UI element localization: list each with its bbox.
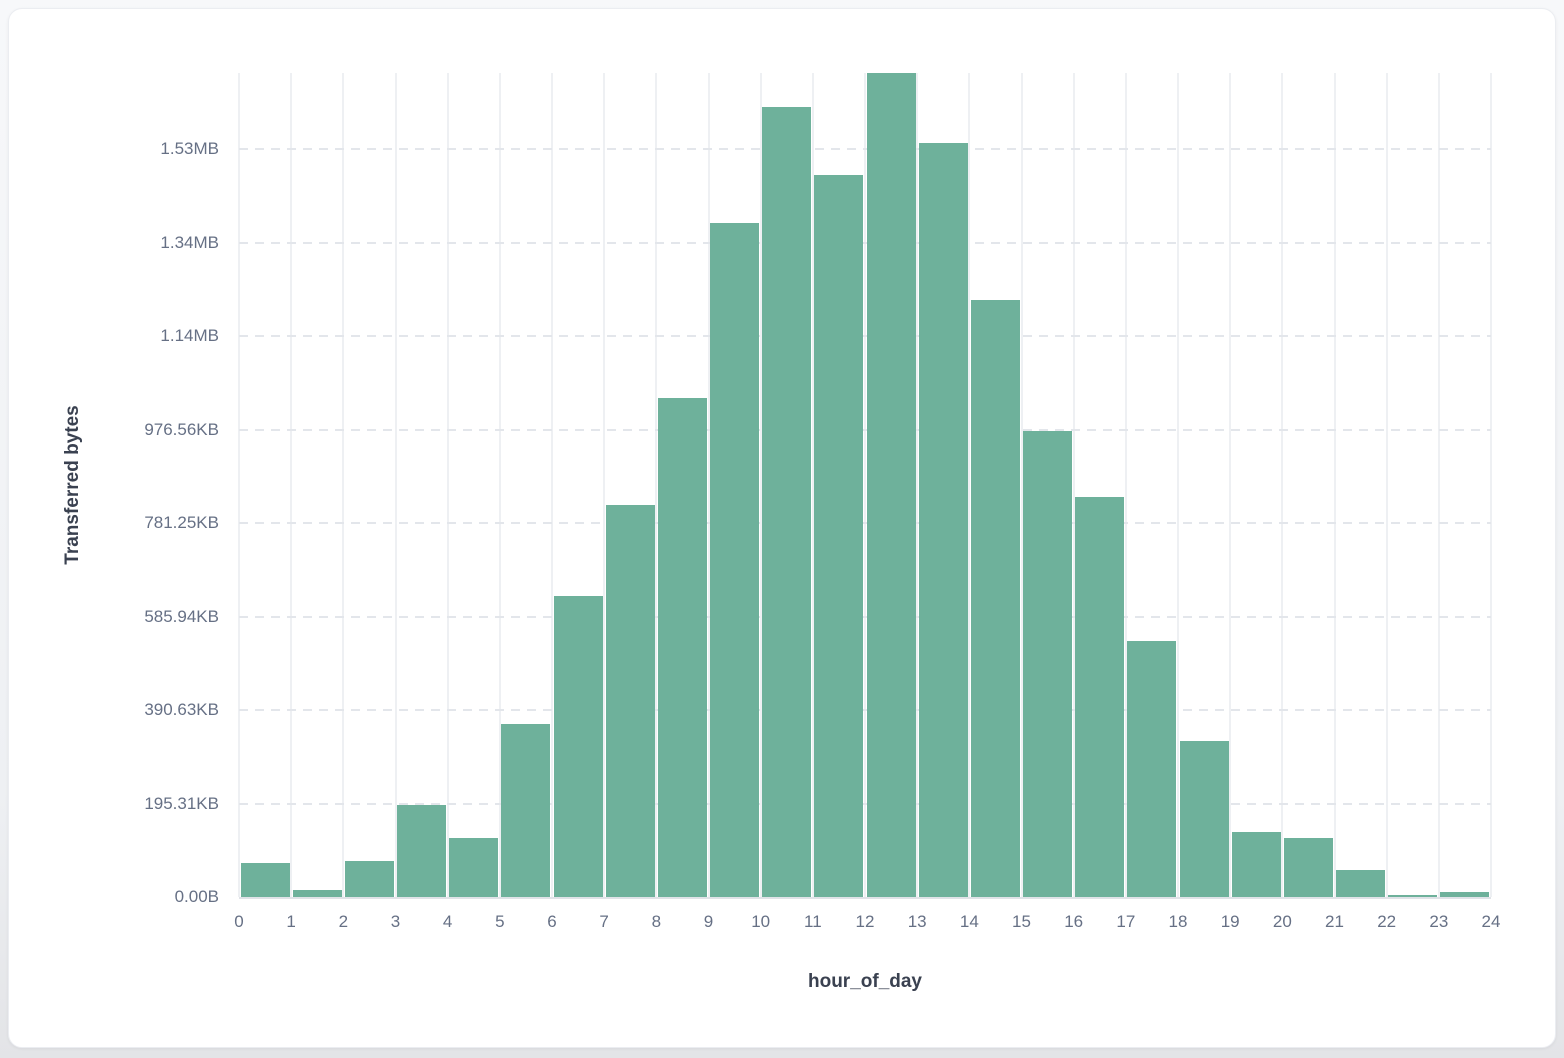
x-axis-tick-label: 7 [599,912,609,931]
vertical-gridline [1437,73,1440,897]
bar-hour-17[interactable] [1127,640,1177,897]
vertical-gridline [864,73,866,897]
x-axis-tick-label: 11 [804,912,822,931]
vertical-gridline [551,73,553,897]
vertical-gridline [1072,73,1075,897]
x-axis-tick-label: 24 [1481,912,1501,931]
x-axis-tick-label: 10 [751,912,771,931]
y-axis-tick-label: 0.00B [174,887,219,906]
horizontal-gridline [239,802,1491,805]
bar-hour-12[interactable] [866,73,916,897]
y-axis-tick-label: 195.31KB [144,793,219,813]
vertical-gridline [1229,73,1232,897]
vertical-gridline [446,73,449,897]
bar-hour-6[interactable] [553,595,603,897]
x-axis-tick-label: 17 [1116,912,1136,931]
y-axis-tick-label: 585.94KB [144,606,219,626]
bar-hour-18[interactable] [1179,740,1229,897]
bar-hour-15[interactable] [1023,431,1073,897]
bar-hour-4[interactable] [449,838,499,897]
x-axis-tick-label: 2 [338,912,349,931]
x-axis-tick-label: 5 [495,912,505,931]
horizontal-gridline [239,709,1491,711]
x-axis-tick-label: 9 [703,912,714,931]
bar-hour-1[interactable] [292,889,342,897]
horizontal-gridline [239,241,1491,244]
horizontal-gridline [239,148,1491,151]
bar-hour-20[interactable] [1283,838,1333,897]
vertical-gridline [707,73,710,897]
y-axis-tick-label: 390.63KB [144,700,219,719]
vertical-gridline [342,73,345,897]
bar-hour-22[interactable] [1388,895,1438,897]
vertical-gridline [603,73,606,897]
vertical-gridline [759,73,762,897]
x-axis-tick-label: 22 [1377,912,1397,931]
horizontal-gridline [239,428,1491,431]
vertical-gridline [655,73,658,897]
x-axis-tick-label: 0 [234,912,244,931]
y-axis-tick-label: 1.14MB [160,326,219,346]
vertical-gridline [916,73,919,897]
bar-hour-7[interactable] [605,504,655,897]
bar-hour-21[interactable] [1336,870,1386,897]
vertical-gridline [1020,73,1023,897]
bar-hour-3[interactable] [397,805,447,897]
horizontal-gridline [239,615,1491,618]
vertical-gridline [1385,73,1388,897]
bar-hour-16[interactable] [1075,496,1125,897]
vertical-gridline [498,73,501,897]
vertical-gridline [1490,73,1492,897]
vertical-gridline [1124,73,1127,897]
horizontal-gridline [239,522,1491,525]
bar-hour-5[interactable] [501,724,551,897]
bar-hour-11[interactable] [814,175,864,897]
vertical-gridline [238,73,240,897]
vertical-gridline [1281,73,1284,897]
bar-hour-13[interactable] [918,143,968,897]
y-axis-tick-label: 781.25KB [144,513,219,533]
vertical-gridline [394,73,397,897]
bar-hour-19[interactable] [1231,831,1281,897]
bar-hour-0[interactable] [240,863,290,897]
vertical-gridline [290,73,293,897]
vertical-gridline [1177,73,1179,897]
bar-hour-9[interactable] [710,223,760,897]
x-axis-tick-label: 15 [1012,912,1031,931]
x-axis-tick-label: 1 [286,912,296,931]
vertical-gridline [811,73,814,897]
x-axis-tick-label: 8 [651,912,662,931]
x-axis-tick-label: 16 [1064,912,1084,931]
x-axis-tick-label: 20 [1272,912,1292,931]
x-axis-tick-label: 23 [1429,912,1449,931]
x-axis-tick-label: 6 [547,912,557,931]
chart-card: Transferred bytes 0.00B 195.31KB 390.63KB 5… [8,8,1556,1048]
vertical-gridline [968,73,971,897]
x-axis-tick-label: 3 [390,912,401,931]
x-axis-tick-label: 12 [855,912,875,931]
bar-hour-2[interactable] [344,861,394,897]
horizontal-gridline [239,335,1491,338]
x-axis-tick-label: 18 [1168,912,1188,931]
vertical-gridline [1333,73,1336,897]
bar-hour-23[interactable] [1440,892,1490,897]
bar-hour-14[interactable] [970,300,1020,897]
x-axis-tick-label: 4 [442,912,453,931]
x-axis-tick-label: 21 [1325,912,1344,931]
x-axis-tick-label: 13 [907,912,927,931]
bar-hour-10[interactable] [762,107,812,897]
plot-area: 0.00B 195.31KB 390.63KB 585.94KB 781.25KB 976… [9,9,1555,1047]
y-axis-tick-label: 1.34MB [160,232,219,252]
x-axis-tick-label: 14 [959,912,979,931]
y-axis-tick-label: 976.56KB [144,419,219,439]
y-axis-tick-label: 1.53MB [160,139,219,159]
x-axis-tick-label: 19 [1220,912,1240,931]
x-axis-line [239,897,1491,899]
bar-hour-8[interactable] [657,398,707,897]
x-axis-title: hour_of_day [807,971,923,992]
